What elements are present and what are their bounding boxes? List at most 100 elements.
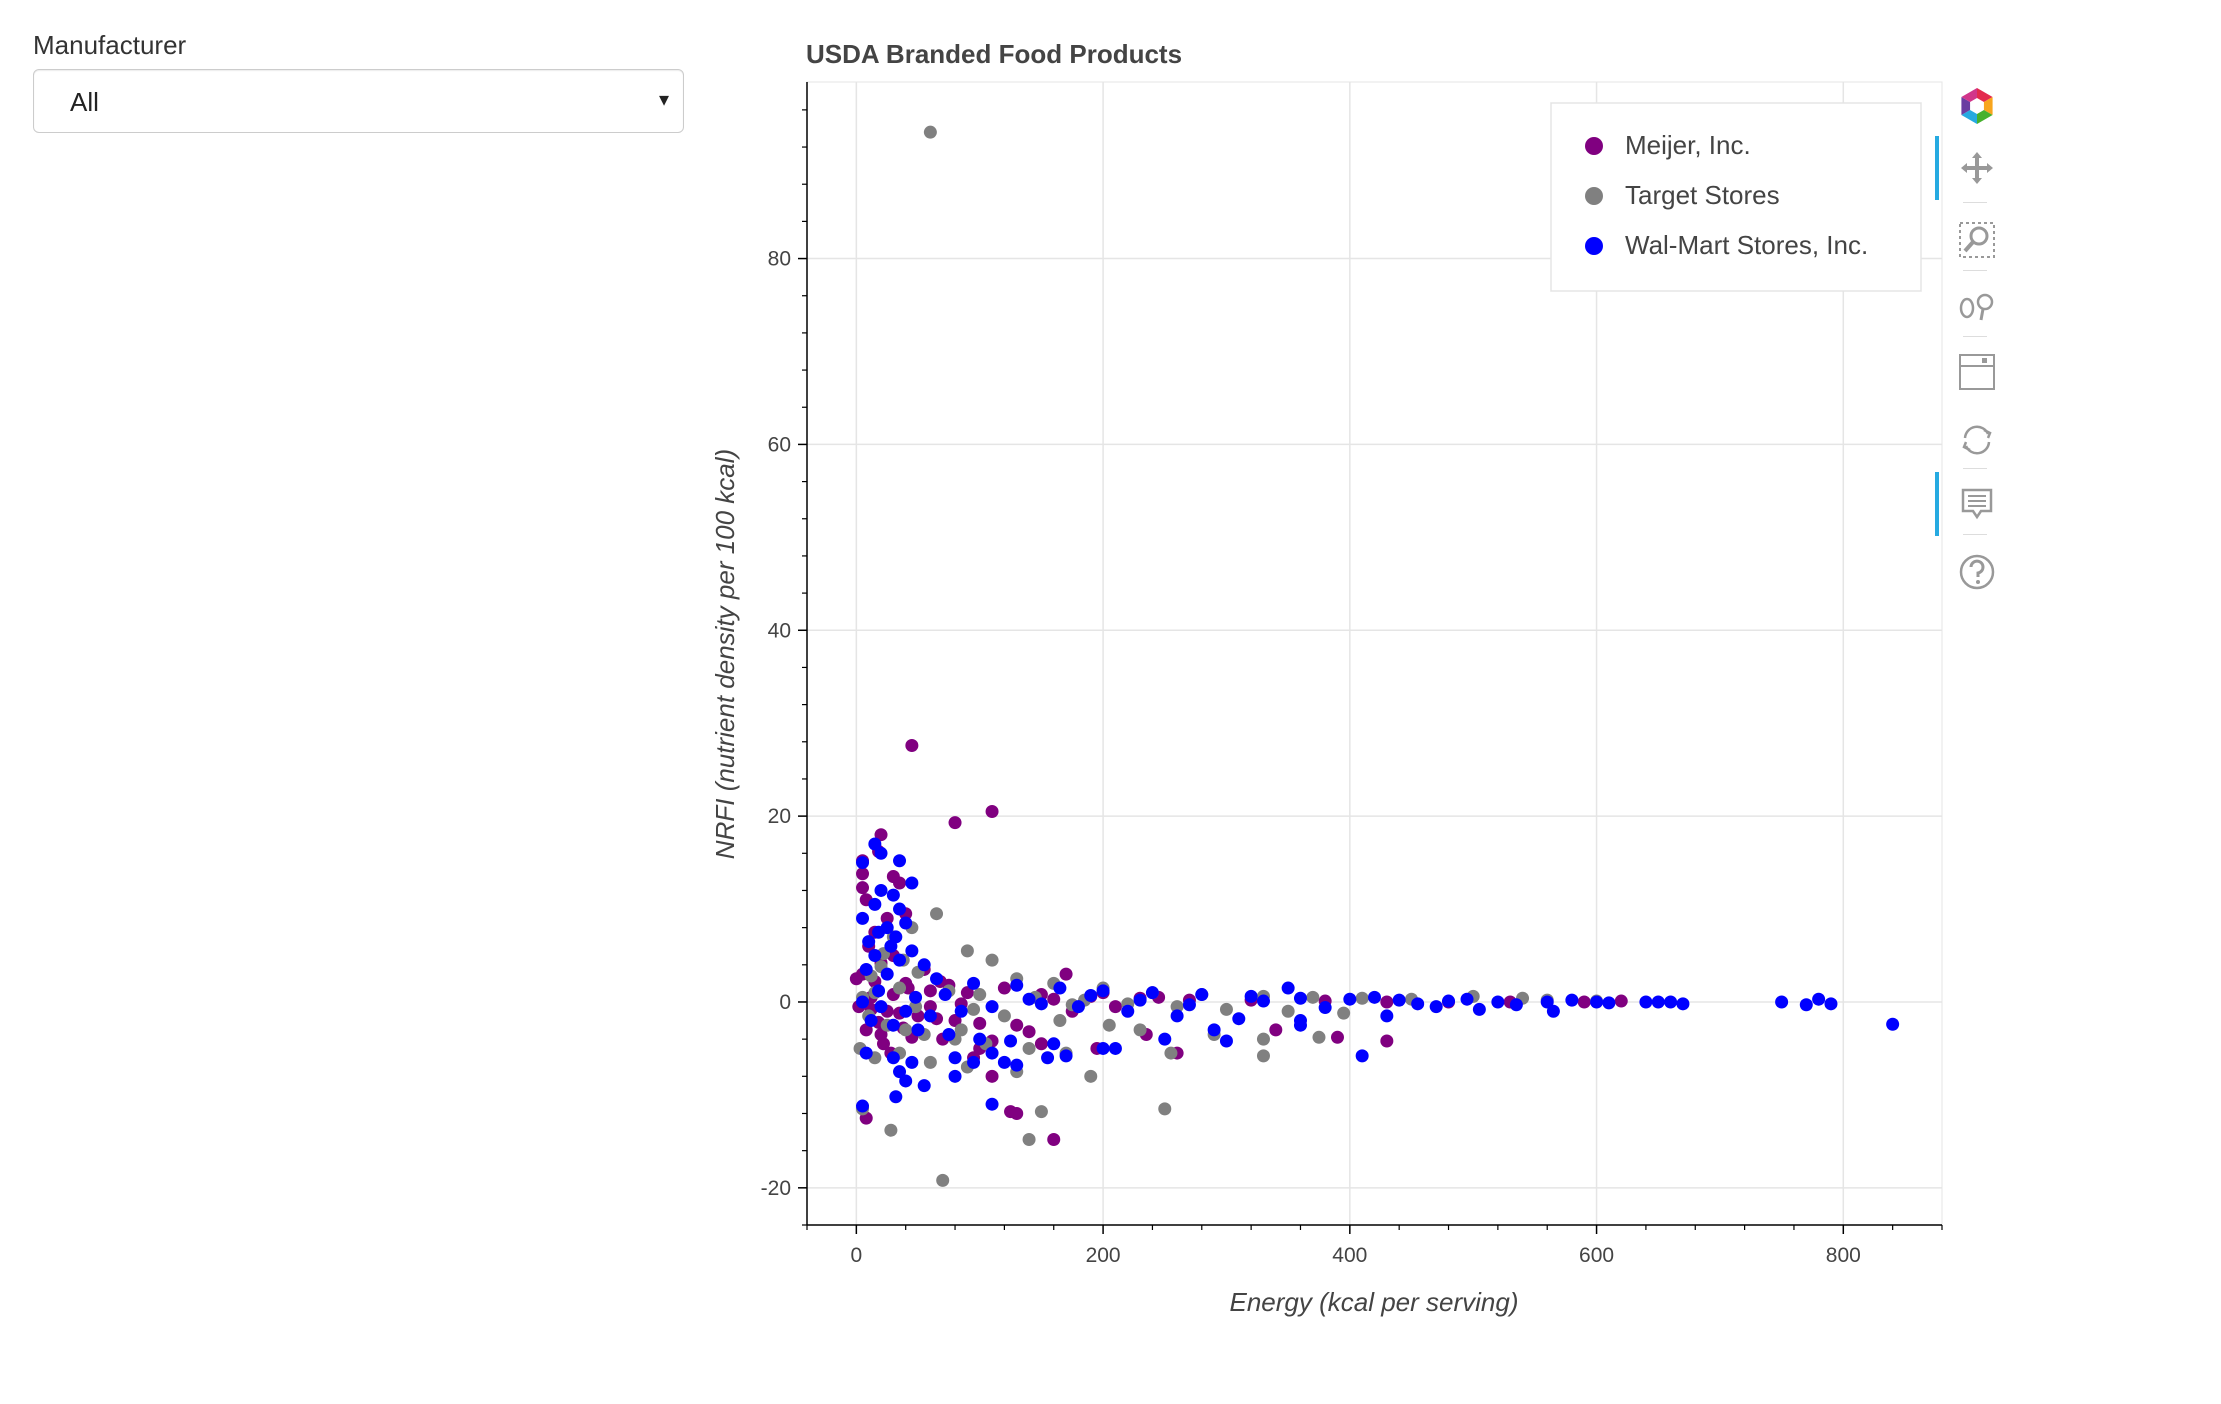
data-point — [868, 897, 882, 911]
data-point — [1664, 995, 1678, 1009]
data-point — [856, 867, 870, 881]
data-point — [917, 1079, 931, 1093]
legend-box — [1550, 102, 1922, 292]
bokeh-logo[interactable] — [1935, 74, 2015, 134]
hover-active-indicator — [1935, 472, 1939, 536]
data-point — [1442, 994, 1456, 1008]
x-tick-label: 600 — [1579, 1244, 1614, 1267]
pan-icon — [1961, 152, 1993, 184]
data-point — [948, 816, 962, 830]
y-tick-label: -20 — [761, 1177, 791, 1200]
data-point — [954, 1004, 968, 1018]
data-point — [1010, 1018, 1024, 1032]
data-point — [876, 1037, 890, 1051]
data-point — [1133, 1023, 1147, 1037]
data-point — [1219, 1002, 1233, 1016]
select-value: All — [70, 87, 99, 117]
hover-icon — [1961, 488, 1993, 520]
data-point — [905, 1055, 919, 1069]
data-point — [899, 1074, 913, 1088]
data-point — [1337, 1006, 1351, 1020]
data-point — [942, 1028, 956, 1041]
data-point — [856, 856, 870, 870]
data-point — [893, 854, 907, 868]
y-axis-ticks: -20 0 20 40 60 80 — [761, 109, 807, 1226]
data-point — [1034, 1037, 1048, 1051]
legend-label-walmart: Wal-Mart Stores, Inc. — [1625, 230, 1868, 260]
data-point — [899, 1004, 913, 1018]
data-point — [1392, 993, 1406, 1007]
data-point — [1546, 1004, 1560, 1018]
data-point — [1084, 1069, 1098, 1083]
data-point — [1108, 1000, 1122, 1014]
data-point — [1651, 995, 1665, 1009]
data-point — [948, 1051, 962, 1065]
logo-segment — [1961, 88, 1977, 102]
data-point — [997, 981, 1011, 995]
data-point — [948, 1014, 962, 1028]
data-point — [880, 967, 894, 981]
data-point — [1121, 1004, 1135, 1018]
data-point — [1219, 1034, 1233, 1048]
data-point — [948, 1069, 962, 1083]
reset-tool[interactable] — [1935, 408, 2015, 468]
data-point — [985, 1000, 999, 1014]
data-point — [985, 1046, 999, 1060]
data-point — [1256, 994, 1270, 1008]
data-point — [1380, 1034, 1394, 1048]
y-tick-label: 20 — [768, 805, 791, 828]
data-point — [1071, 1000, 1085, 1014]
data-point — [1318, 1001, 1332, 1015]
box-zoom-tool[interactable] — [1935, 208, 2015, 268]
pan-tool[interactable] — [1935, 136, 2015, 200]
data-point — [1096, 1041, 1110, 1055]
data-point — [1343, 992, 1357, 1006]
data-point — [1355, 991, 1369, 1005]
data-point — [905, 738, 919, 752]
data-point — [1158, 1102, 1172, 1116]
data-point — [893, 981, 907, 995]
x-axis-label: Energy (kcal per serving) — [1230, 1287, 1519, 1317]
data-point — [1775, 995, 1789, 1009]
manufacturer-select[interactable]: All ▾ — [33, 69, 684, 133]
data-point — [1590, 995, 1604, 1009]
data-point — [1293, 1018, 1307, 1032]
data-point — [1164, 1046, 1178, 1060]
hover-tool[interactable] — [1935, 472, 2015, 536]
data-point — [1269, 1023, 1283, 1037]
save-tool[interactable] — [1935, 340, 2015, 400]
y-axis-label: NRFI (nutrient density per 100 kcal) — [710, 449, 740, 859]
data-point — [923, 1055, 937, 1069]
data-point — [856, 911, 870, 925]
data-point — [1034, 1105, 1048, 1119]
data-point — [1256, 1032, 1270, 1046]
data-point — [1207, 1023, 1221, 1037]
data-point — [930, 907, 944, 921]
data-point — [1047, 1037, 1061, 1051]
x-axis-ticks: 0 200 400 600 800 — [806, 1225, 1943, 1267]
data-point — [874, 846, 888, 860]
data-point — [1639, 995, 1653, 1009]
data-point — [1133, 993, 1147, 1007]
y-tick-label: 40 — [768, 619, 791, 642]
data-point — [1565, 993, 1579, 1007]
help-tool[interactable] — [1935, 540, 2015, 600]
data-point — [1429, 1000, 1443, 1014]
data-point — [1355, 1049, 1369, 1063]
toolbar-divider — [1963, 468, 1987, 469]
data-point — [1411, 997, 1425, 1011]
data-point — [905, 876, 919, 890]
data-point — [909, 990, 923, 1004]
data-point — [1232, 1012, 1246, 1026]
data-point — [917, 958, 931, 972]
data-point — [985, 804, 999, 818]
data-point — [1170, 1009, 1184, 1023]
logo-segment — [1977, 110, 1993, 124]
data-point — [1059, 1049, 1073, 1063]
data-point — [1010, 1106, 1024, 1120]
data-point — [1022, 992, 1036, 1006]
x-tick-label: 200 — [1086, 1244, 1121, 1267]
data-point — [923, 1009, 937, 1023]
data-point — [884, 939, 898, 953]
wheel-zoom-tool[interactable] — [1935, 274, 2015, 334]
